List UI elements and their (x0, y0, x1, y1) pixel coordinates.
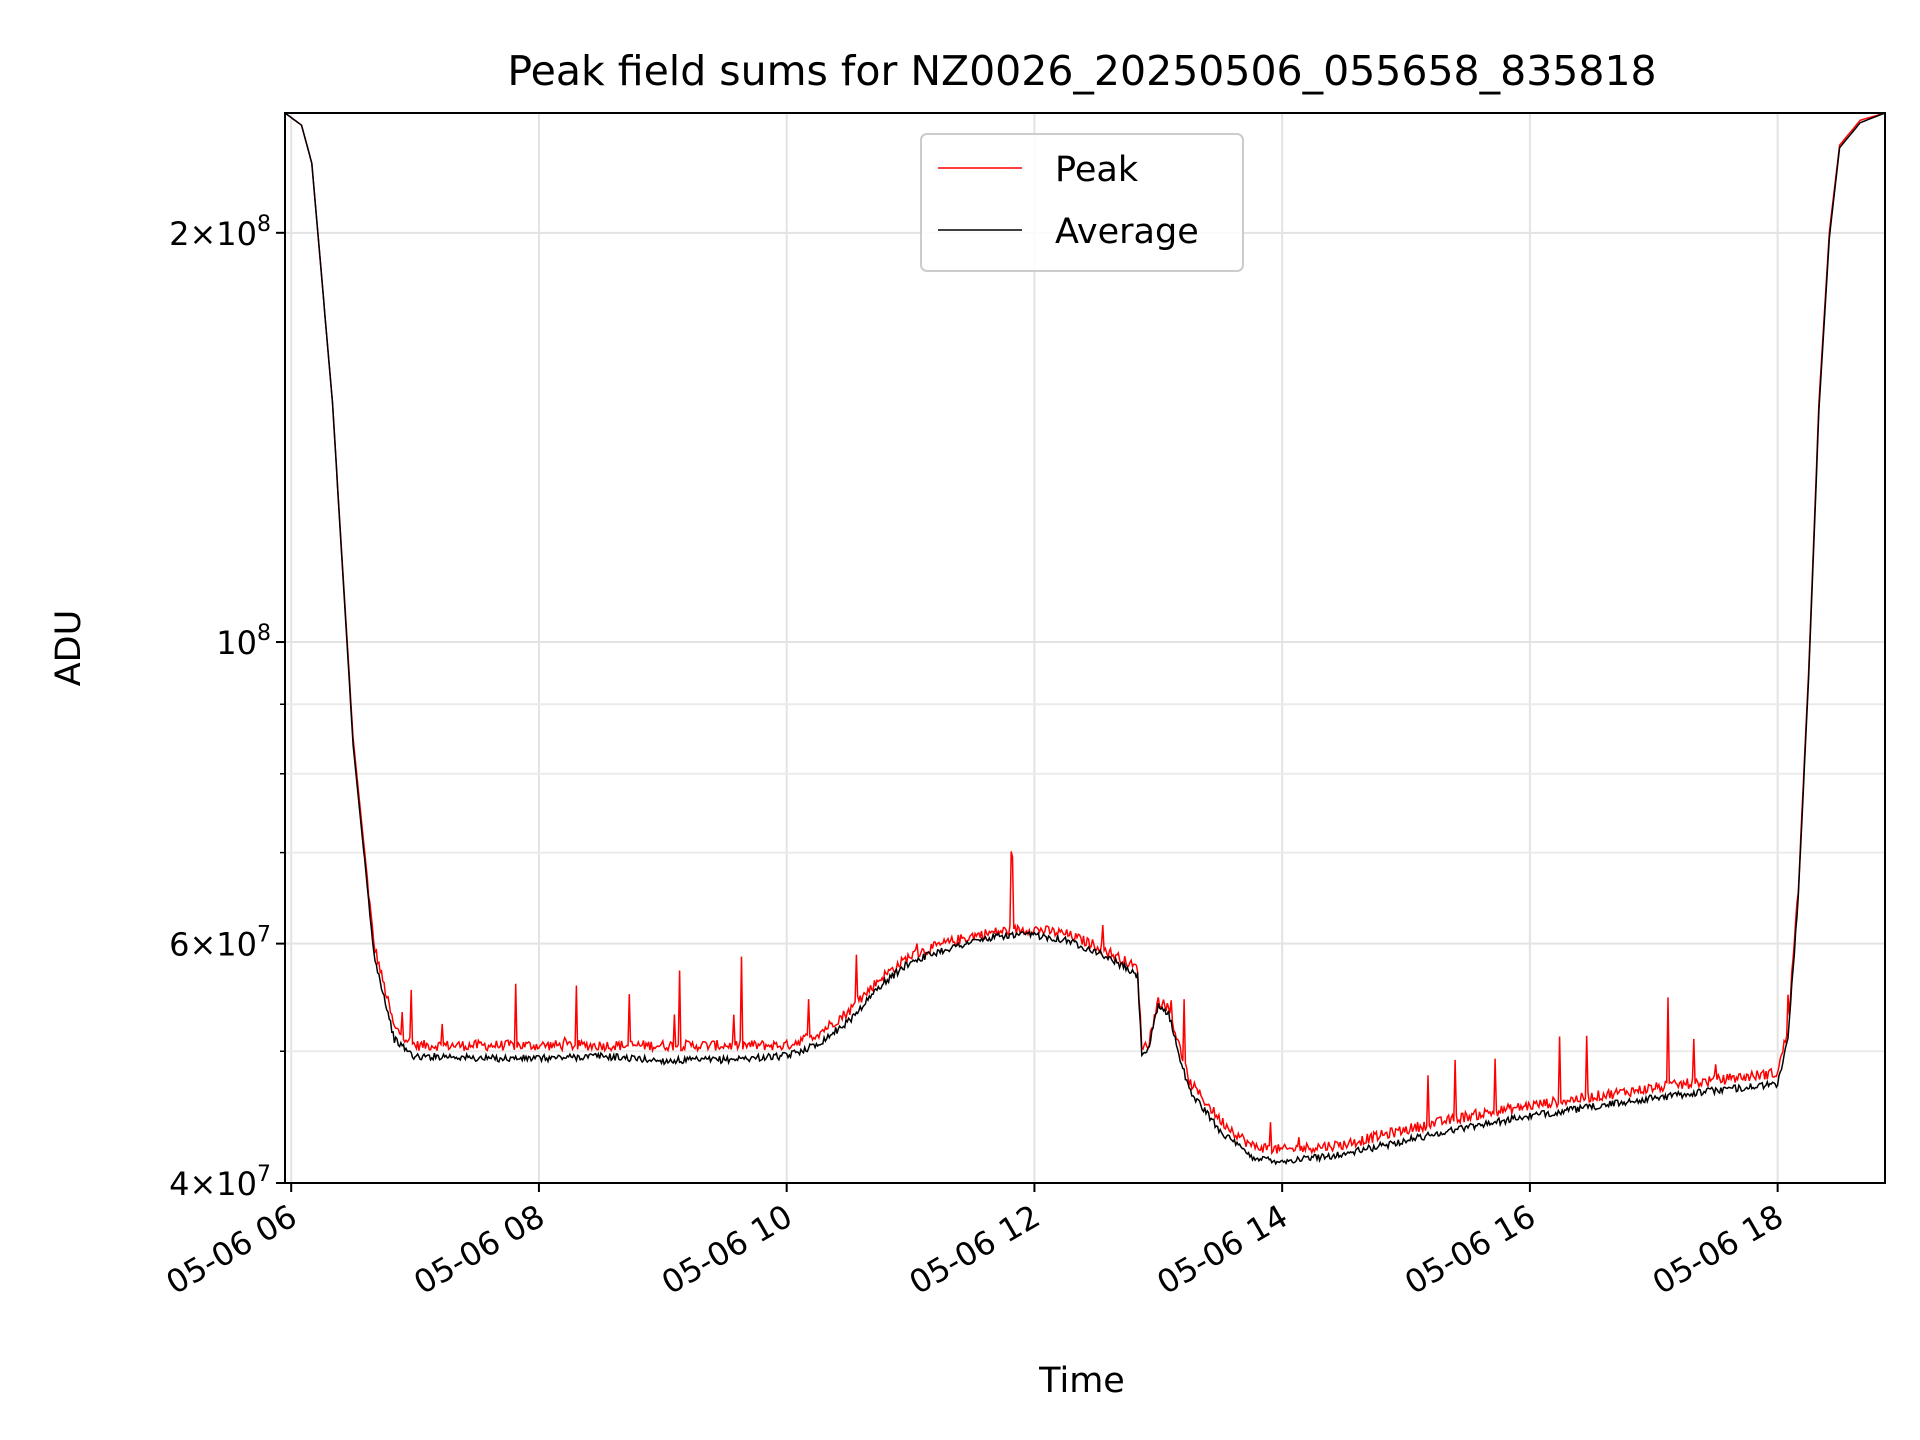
y-tick-label: 6×107 (169, 923, 271, 964)
x-tick-label: 05-06 16 (1398, 1197, 1542, 1302)
x-axis: 05-06 06 05-06 08 05-06 10 05-06 12 05-06 14… (160, 1183, 1790, 1302)
legend-label-peak: Peak (1055, 150, 1139, 190)
x-tick-label: 05-06 10 (655, 1197, 799, 1302)
x-tick-label: 05-06 18 (1646, 1197, 1790, 1302)
y-axis: 4×107 6×107 108 2×108 (169, 212, 285, 1203)
x-tick-label: 05-06 06 (160, 1197, 304, 1302)
legend: Peak Average (920, 133, 1244, 272)
y-axis-label: ADU (49, 610, 89, 687)
series-line-average (285, 113, 1885, 1166)
series-layer (285, 113, 1885, 1166)
legend-label-average: Average (1055, 212, 1199, 252)
x-tick-label: 05-06 08 (407, 1197, 551, 1302)
x-tick-label: 05-06 14 (1151, 1197, 1295, 1302)
x-tick-label: 05-06 12 (903, 1197, 1047, 1302)
plot-area-frame (284, 112, 1886, 1184)
chart-title: Peak field sums for NZ0026_20250506_0556… (507, 47, 1656, 95)
y-tick-label: 4×107 (169, 1162, 271, 1203)
y-tick-label: 108 (216, 621, 271, 662)
series-line-peak (285, 113, 1885, 1156)
y-tick-label: 2×108 (169, 212, 271, 253)
grid-lines (285, 113, 1885, 1184)
x-axis-label: Time (1038, 1361, 1125, 1401)
